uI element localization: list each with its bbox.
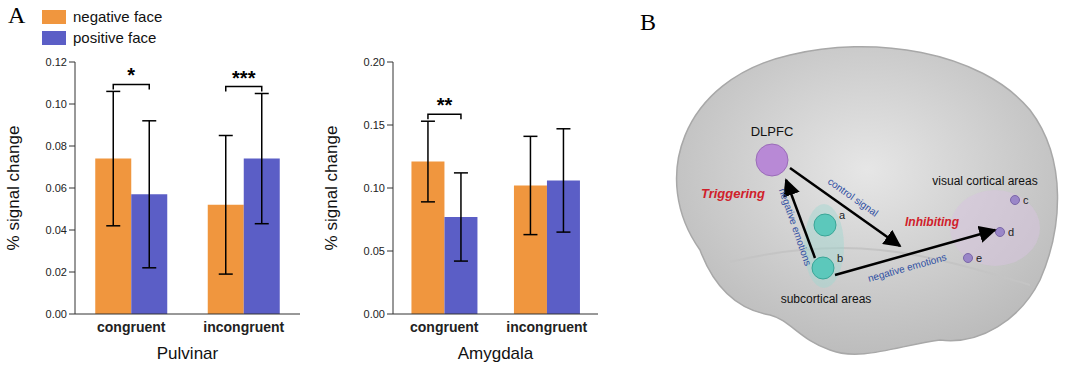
svg-text:0.10: 0.10 [364,182,385,194]
svg-text:d: d [1008,226,1014,238]
svg-text:0.20: 0.20 [364,56,385,68]
svg-text:*: * [127,64,135,86]
svg-text:negative emotions: negative emotions [866,251,947,284]
svg-text:% signal change: % signal change [4,126,23,251]
svg-text:0.15: 0.15 [364,119,385,131]
svg-text:incongruent: incongruent [203,319,284,335]
svg-text:negative emotions: negative emotions [777,187,814,267]
svg-text:0.10: 0.10 [46,98,67,110]
svg-text:0.05: 0.05 [364,245,385,257]
svg-text:0.12: 0.12 [46,56,67,68]
html-text:A: A [8,2,26,28]
svg-text:**: ** [437,94,453,116]
svg-text:0.06: 0.06 [46,182,67,194]
svg-text:c: c [1023,194,1029,206]
svg-text:Triggering: Triggering [701,186,765,201]
svg-text:0.04: 0.04 [46,224,67,236]
svg-text:control signal: control signal [826,176,880,219]
svg-text:Inhibiting: Inhibiting [905,215,960,229]
svg-text:0.00: 0.00 [364,308,385,320]
svg-text:congruent: congruent [97,319,166,335]
html-text:negative face: negative face [73,8,163,25]
svg-text:B: B [640,9,656,35]
svg-text:DLPFC: DLPFC [751,124,794,139]
svg-text:***: *** [232,67,256,89]
svg-text:0.00: 0.00 [46,308,67,320]
svg-text:a: a [839,209,846,221]
svg-text:congruent: congruent [410,319,479,335]
svg-text:% signal change: % signal change [322,126,341,251]
svg-text:incongruent: incongruent [506,319,587,335]
svg-text:0.08: 0.08 [46,140,67,152]
svg-text:visual cortical areas: visual cortical areas [932,174,1037,188]
svg-text:subcortical areas: subcortical areas [781,292,872,306]
html-text:positive face: positive face [73,29,157,46]
html-text:Pulvinar: Pulvinar [156,344,219,363]
svg-text:0.02: 0.02 [46,266,67,278]
svg-text:b: b [837,252,843,264]
html-text:Amygdala: Amygdala [457,344,534,363]
svg-text:e: e [976,252,982,264]
